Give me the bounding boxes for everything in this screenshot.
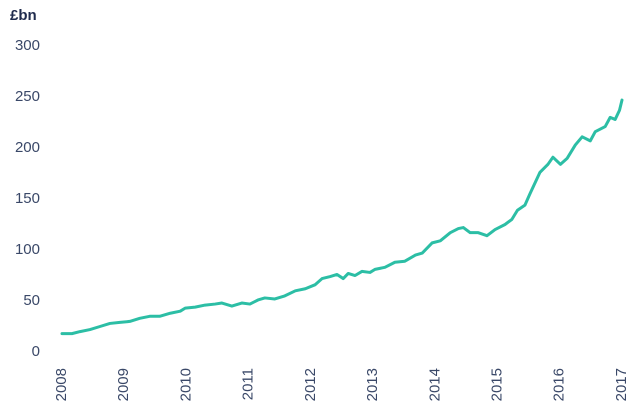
- y-tick-label: 300: [15, 37, 40, 54]
- x-tick-label: 2017: [613, 368, 630, 401]
- line: [60, 98, 624, 336]
- x-tick-label: 2014: [426, 368, 443, 401]
- x-tick-label: 2011: [240, 368, 257, 400]
- y-tick-label: 0: [32, 343, 40, 360]
- x-tick-label: 2016: [551, 368, 568, 401]
- x-tick-label: 2010: [177, 368, 194, 401]
- y-tick-label: 250: [15, 88, 40, 105]
- x-tick-label: 2008: [53, 368, 70, 401]
- x-tick-label: 2015: [489, 368, 506, 401]
- y-tick-label: 200: [15, 139, 40, 156]
- y-tick-label: 100: [15, 241, 40, 258]
- y-axis-unit: £bn: [10, 7, 37, 24]
- x-tick-label: 2012: [302, 368, 319, 401]
- x-tick-label: 2013: [364, 368, 381, 401]
- y-tick-label: 50: [23, 292, 40, 309]
- y-tick-label: 150: [15, 190, 40, 207]
- x-tick-label: 2009: [115, 368, 132, 401]
